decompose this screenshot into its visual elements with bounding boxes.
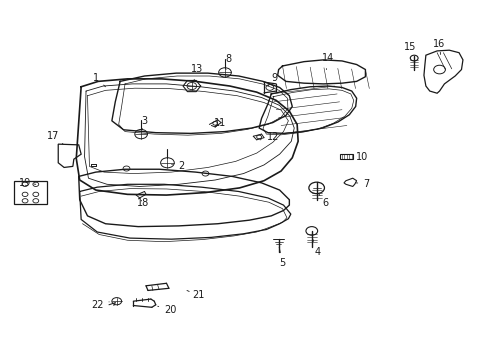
Text: 7: 7 bbox=[355, 179, 369, 189]
Text: 12: 12 bbox=[260, 132, 278, 142]
Text: 5: 5 bbox=[279, 247, 285, 268]
Text: 15: 15 bbox=[403, 42, 416, 58]
Text: 10: 10 bbox=[350, 152, 368, 162]
Text: 8: 8 bbox=[225, 54, 231, 69]
Text: 22: 22 bbox=[91, 300, 109, 310]
Text: 13: 13 bbox=[190, 64, 203, 81]
Text: 2: 2 bbox=[171, 161, 184, 171]
Text: 4: 4 bbox=[312, 239, 320, 257]
Text: 21: 21 bbox=[186, 291, 204, 301]
Text: 18: 18 bbox=[137, 198, 149, 208]
Text: 16: 16 bbox=[432, 40, 445, 54]
Text: 17: 17 bbox=[47, 131, 63, 144]
Text: 14: 14 bbox=[322, 53, 334, 69]
Text: 11: 11 bbox=[214, 118, 226, 128]
Text: 20: 20 bbox=[158, 305, 176, 315]
Text: 3: 3 bbox=[141, 116, 147, 130]
Text: 6: 6 bbox=[318, 194, 327, 208]
Text: 1: 1 bbox=[93, 73, 105, 87]
Text: 9: 9 bbox=[267, 73, 277, 86]
Text: 19: 19 bbox=[19, 178, 36, 188]
